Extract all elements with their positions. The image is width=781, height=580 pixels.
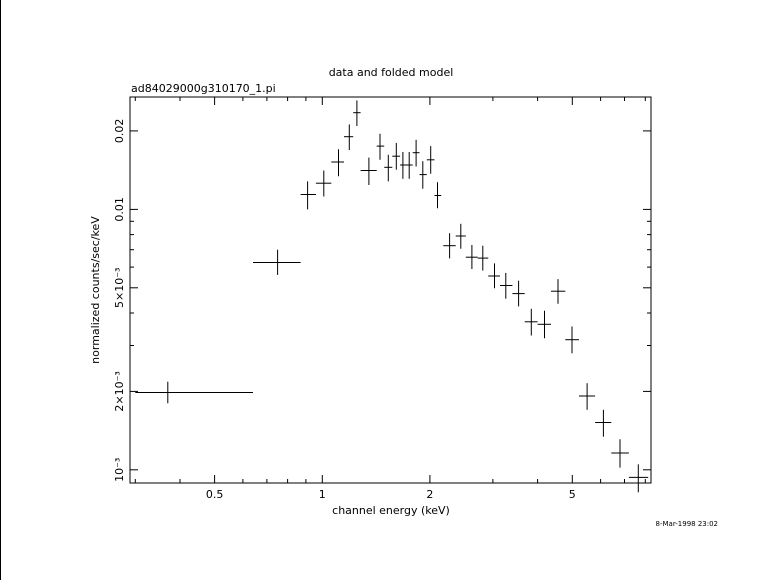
chart-subtitle: ad84029000g310170_1.pi — [131, 82, 276, 95]
data-point — [611, 439, 629, 468]
data-point — [353, 100, 361, 126]
x-tick-label: 2 — [426, 488, 433, 501]
data-point — [384, 154, 393, 182]
data-point — [360, 157, 377, 185]
data-point — [392, 142, 401, 170]
data-point — [628, 464, 649, 493]
y-tick-label: 0.01 — [113, 197, 126, 222]
data-point — [537, 310, 551, 339]
data-point — [135, 381, 253, 404]
x-axis-label: channel energy (keV) — [332, 504, 450, 517]
data-point — [412, 139, 420, 167]
data-point — [253, 249, 301, 275]
plot-frame — [129, 96, 652, 484]
data-point — [455, 223, 466, 249]
y-tick-label: 5×10⁻³ — [113, 268, 126, 308]
data-point — [512, 280, 525, 307]
data-point — [465, 245, 478, 269]
y-axis-label: normalized counts/sec/keV — [89, 216, 102, 364]
data-point — [331, 149, 344, 177]
data-point — [579, 383, 596, 410]
y-tick-label: 2×10⁻³ — [113, 371, 126, 411]
x-tick-label: 5 — [569, 488, 576, 501]
x-tick-label: 1 — [319, 488, 326, 501]
data-point — [488, 263, 500, 289]
data-point — [315, 170, 332, 197]
timestamp-label: 8-Mar-1998 23:02 — [656, 520, 718, 528]
data-point — [595, 409, 612, 437]
data-point — [477, 245, 489, 271]
y-axis: 10⁻³ 2×10⁻³ 5×10⁻³ 0.01 0.02 — [113, 119, 651, 482]
data-point — [406, 152, 413, 179]
data-point — [551, 279, 566, 304]
x-axis: 0.5 1 2 5 — [134, 97, 646, 501]
data-point — [565, 326, 579, 354]
data-point — [500, 272, 513, 299]
x-tick-label: 0.5 — [206, 488, 224, 501]
y-tick-label: 10⁻³ — [113, 458, 126, 482]
data-point — [426, 146, 435, 174]
data-points — [135, 100, 649, 493]
y-tick-label: 0.02 — [113, 119, 126, 144]
data-point — [344, 124, 354, 150]
window-edge-line — [0, 0, 1, 580]
data-point — [524, 308, 538, 336]
data-point — [434, 182, 442, 209]
chart-title: data and folded model — [329, 66, 454, 79]
data-point — [443, 233, 456, 259]
data-point — [400, 152, 407, 179]
data-point — [419, 161, 427, 189]
data-point — [376, 133, 385, 160]
data-point — [300, 181, 316, 210]
